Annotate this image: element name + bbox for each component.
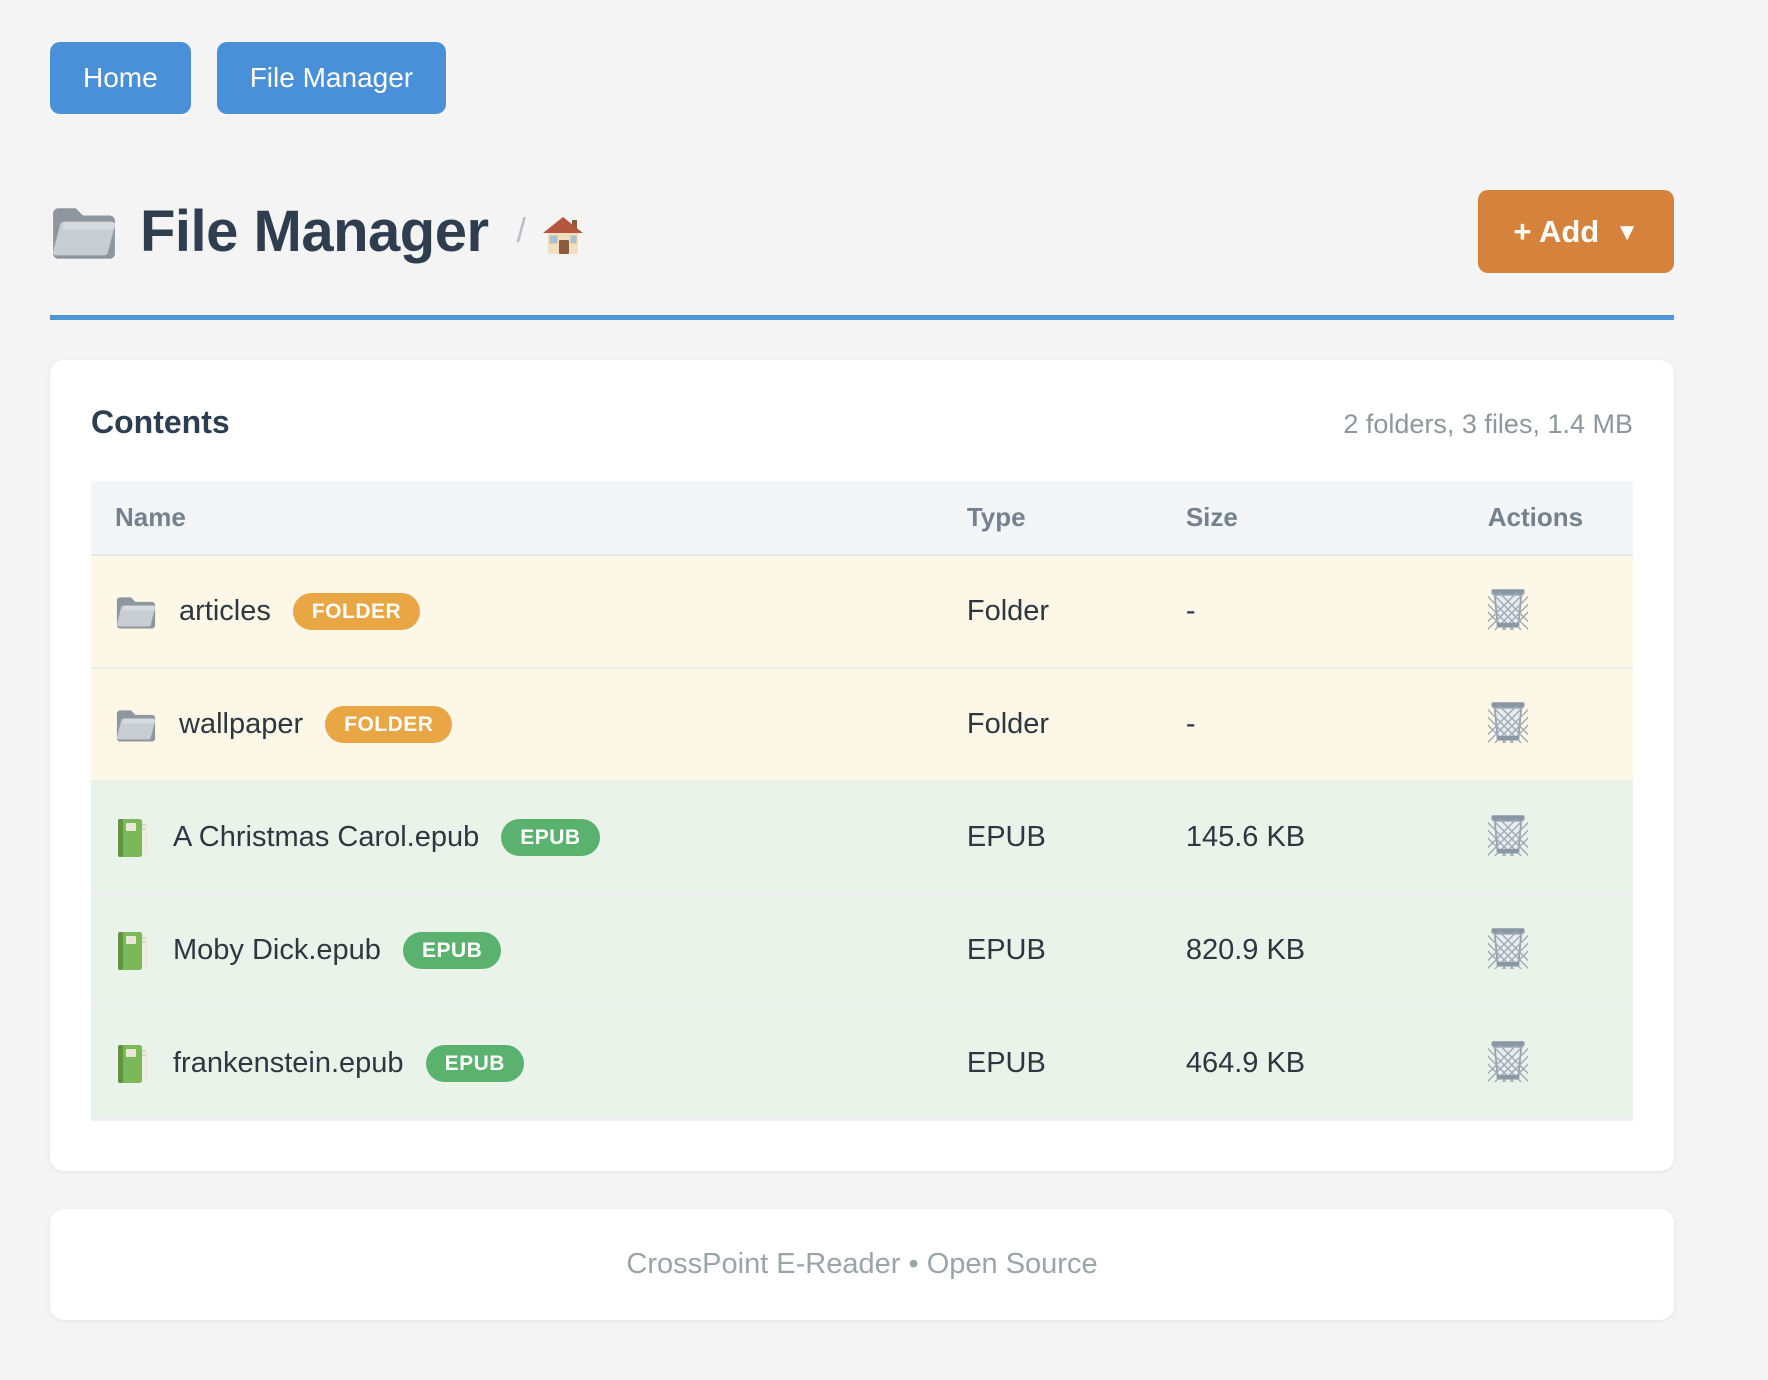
wastebasket-icon bbox=[1488, 812, 1528, 856]
item-type: Folder bbox=[966, 595, 1050, 627]
folder-icon bbox=[115, 594, 157, 630]
item-size: 820.9 KB bbox=[1185, 893, 1476, 1007]
add-button[interactable]: + Add ▼ bbox=[1478, 190, 1674, 273]
table-row: frankenstein.epub EPUB EPUB 464.9 KB bbox=[91, 1006, 1633, 1121]
item-type: EPUB bbox=[966, 893, 1186, 1007]
page-title: File Manager bbox=[140, 199, 489, 264]
delete-button[interactable] bbox=[1488, 1038, 1528, 1082]
delete-button[interactable] bbox=[1488, 925, 1528, 969]
table-row: Moby Dick.epub EPUB EPUB 820.9 KB bbox=[91, 893, 1633, 1007]
contents-card-header: Contents 2 folders, 3 files, 1.4 MB bbox=[91, 404, 1633, 441]
column-header-name: Name bbox=[91, 481, 967, 556]
item-type: EPUB bbox=[966, 1006, 1186, 1121]
footer: CrossPoint E-Reader • Open Source bbox=[50, 1209, 1674, 1320]
top-navigation: Home File Manager bbox=[50, 0, 1674, 114]
green-book-icon bbox=[115, 1043, 151, 1085]
green-book-icon bbox=[115, 930, 151, 972]
folder-icon bbox=[115, 707, 157, 743]
item-name[interactable]: wallpaper bbox=[179, 708, 304, 740]
table-row: wallpaper FOLDER Folder - bbox=[91, 667, 1633, 781]
item-type: Folder bbox=[966, 667, 1186, 781]
table-header-row: Name Type Size Actions bbox=[91, 481, 1633, 556]
wastebasket-icon bbox=[1488, 925, 1528, 969]
folder-badge: FOLDER bbox=[325, 706, 453, 743]
footer-text: CrossPoint E-Reader • Open Source bbox=[626, 1248, 1098, 1280]
epub-badge: EPUB bbox=[402, 932, 502, 969]
table-row: A Christmas Carol.epub EPUB EPUB 145.6 K… bbox=[91, 780, 1633, 894]
column-header-size: Size bbox=[1185, 481, 1476, 556]
wastebasket-icon bbox=[1488, 586, 1528, 630]
item-size: - bbox=[1185, 595, 1196, 627]
header-divider bbox=[50, 315, 1674, 320]
breadcrumb-separator: / bbox=[516, 212, 526, 250]
open-folder-icon bbox=[50, 203, 118, 261]
delete-button[interactable] bbox=[1488, 699, 1528, 743]
column-header-type: Type bbox=[966, 481, 1186, 556]
epub-badge: EPUB bbox=[501, 819, 600, 856]
folder-badge: FOLDER bbox=[292, 593, 421, 630]
green-book-icon bbox=[115, 817, 151, 859]
column-header-actions: Actions bbox=[1475, 481, 1633, 556]
chevron-down-icon: ▼ bbox=[1615, 218, 1639, 246]
item-name[interactable]: A Christmas Carol.epub bbox=[173, 821, 480, 853]
item-size: 464.9 KB bbox=[1185, 1006, 1476, 1121]
item-name[interactable]: Moby Dick.epub bbox=[173, 934, 381, 966]
item-size: - bbox=[1185, 667, 1476, 781]
epub-badge: EPUB bbox=[425, 1045, 524, 1082]
contents-title: Contents bbox=[91, 404, 230, 440]
item-size: 145.6 KB bbox=[1185, 780, 1476, 894]
page-title-group: File Manager / bbox=[50, 198, 584, 265]
item-name[interactable]: frankenstein.epub bbox=[173, 1047, 404, 1079]
house-icon[interactable] bbox=[542, 216, 584, 256]
contents-summary: 2 folders, 3 files, 1.4 MB bbox=[1343, 409, 1633, 439]
item-type: EPUB bbox=[966, 780, 1186, 894]
file-table: Name Type Size Actions articles FOLDER bbox=[91, 481, 1633, 1121]
file-manager-button[interactable]: File Manager bbox=[216, 42, 447, 114]
home-button[interactable]: Home bbox=[50, 42, 191, 114]
page-header: File Manager / + Add ▼ bbox=[50, 190, 1674, 273]
add-button-label: + Add bbox=[1513, 214, 1600, 249]
delete-button[interactable] bbox=[1488, 586, 1528, 630]
wastebasket-icon bbox=[1488, 699, 1528, 743]
delete-button[interactable] bbox=[1488, 812, 1528, 856]
contents-card: Contents 2 folders, 3 files, 1.4 MB Name… bbox=[50, 360, 1674, 1171]
table-row: articles FOLDER Folder - bbox=[91, 555, 1633, 668]
page-container: Home File Manager File Manager / + Add ▼… bbox=[50, 0, 1674, 1320]
item-name[interactable]: articles bbox=[179, 595, 271, 627]
wastebasket-icon bbox=[1488, 1038, 1528, 1082]
